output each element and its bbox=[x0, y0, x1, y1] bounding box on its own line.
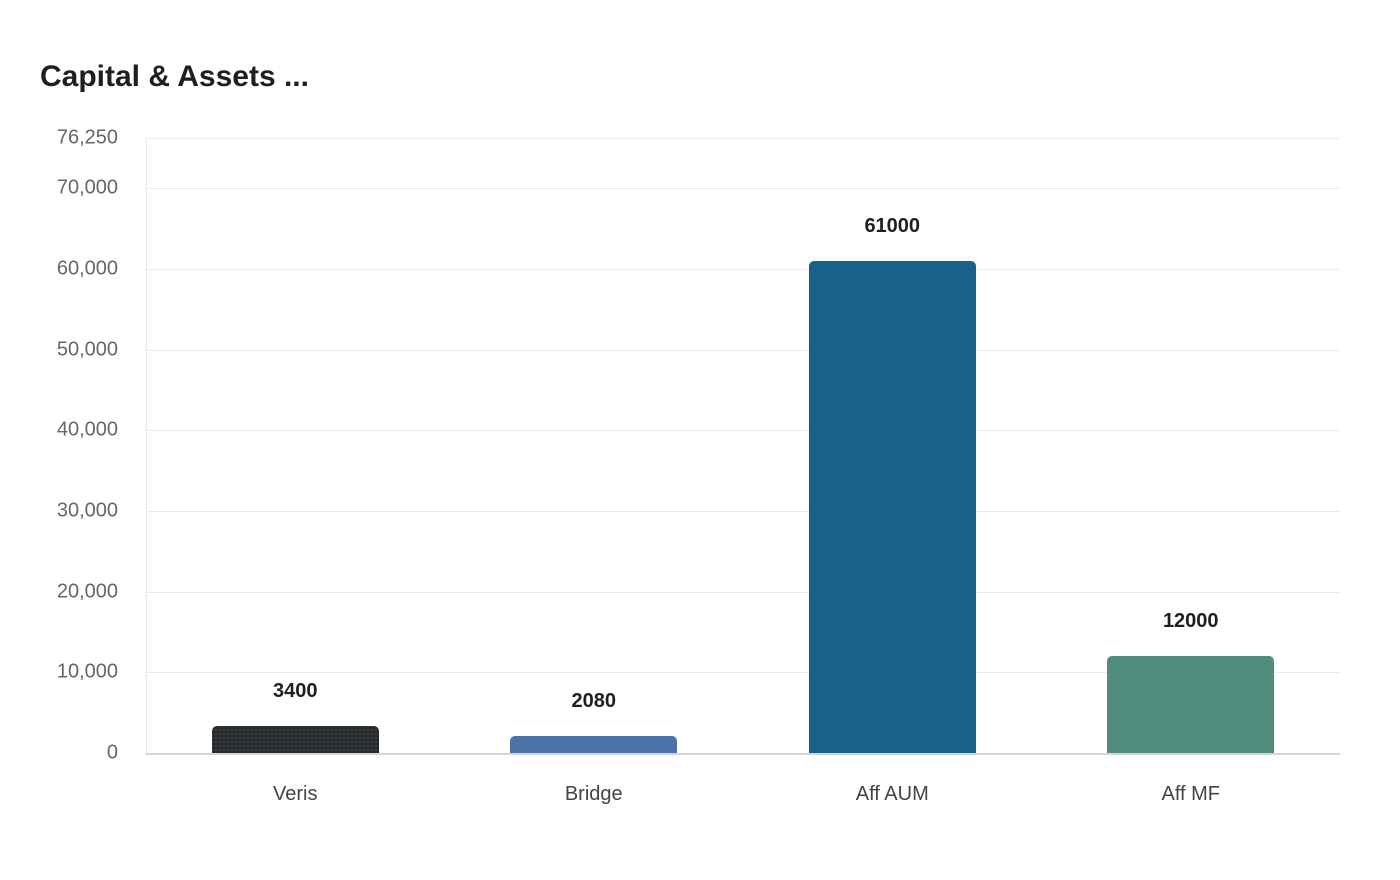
y-tick-label: 50,000 bbox=[56, 338, 118, 361]
x-axis-line bbox=[146, 753, 1340, 755]
bar-aff-aum[interactable] bbox=[808, 261, 976, 753]
y-axis-line bbox=[146, 138, 147, 753]
bar-value-label: 3400 bbox=[273, 679, 318, 702]
plot-area: 3400 2080 61000 12000 bbox=[146, 138, 1340, 753]
bar-value-label: 12000 bbox=[1162, 610, 1219, 633]
y-tick-label: 60,000 bbox=[56, 257, 118, 280]
y-tick-label: 20,000 bbox=[56, 580, 118, 603]
y-tick-label: 76,250 bbox=[56, 126, 118, 149]
x-tick-label: Aff MF bbox=[1161, 783, 1221, 805]
y-tick-label: 10,000 bbox=[56, 660, 118, 683]
x-tick-label: Aff AUM bbox=[855, 783, 929, 805]
chart-title: Capital & Assets ... bbox=[40, 60, 309, 93]
gridline bbox=[146, 269, 1340, 271]
y-tick-label: 30,000 bbox=[56, 499, 118, 522]
gridline bbox=[146, 591, 1340, 593]
bar-aff-mf[interactable] bbox=[1107, 656, 1275, 753]
gridline bbox=[146, 672, 1340, 674]
gridline bbox=[146, 511, 1340, 513]
y-tick-label: 40,000 bbox=[56, 418, 118, 441]
x-tick-label: Veris bbox=[273, 783, 318, 805]
bar-bridge[interactable] bbox=[510, 736, 678, 753]
y-tick-label: 0 bbox=[106, 741, 118, 764]
bar-value-label: 2080 bbox=[571, 690, 617, 713]
gridline bbox=[146, 430, 1340, 432]
y-tick-label: 70,000 bbox=[56, 176, 118, 199]
gridline bbox=[146, 138, 1340, 139]
gridline bbox=[146, 349, 1340, 351]
bar-veris[interactable] bbox=[211, 725, 379, 753]
bar-value-label: 61000 bbox=[864, 215, 921, 237]
x-tick-label: Bridge bbox=[564, 783, 623, 805]
gridline bbox=[146, 188, 1340, 190]
